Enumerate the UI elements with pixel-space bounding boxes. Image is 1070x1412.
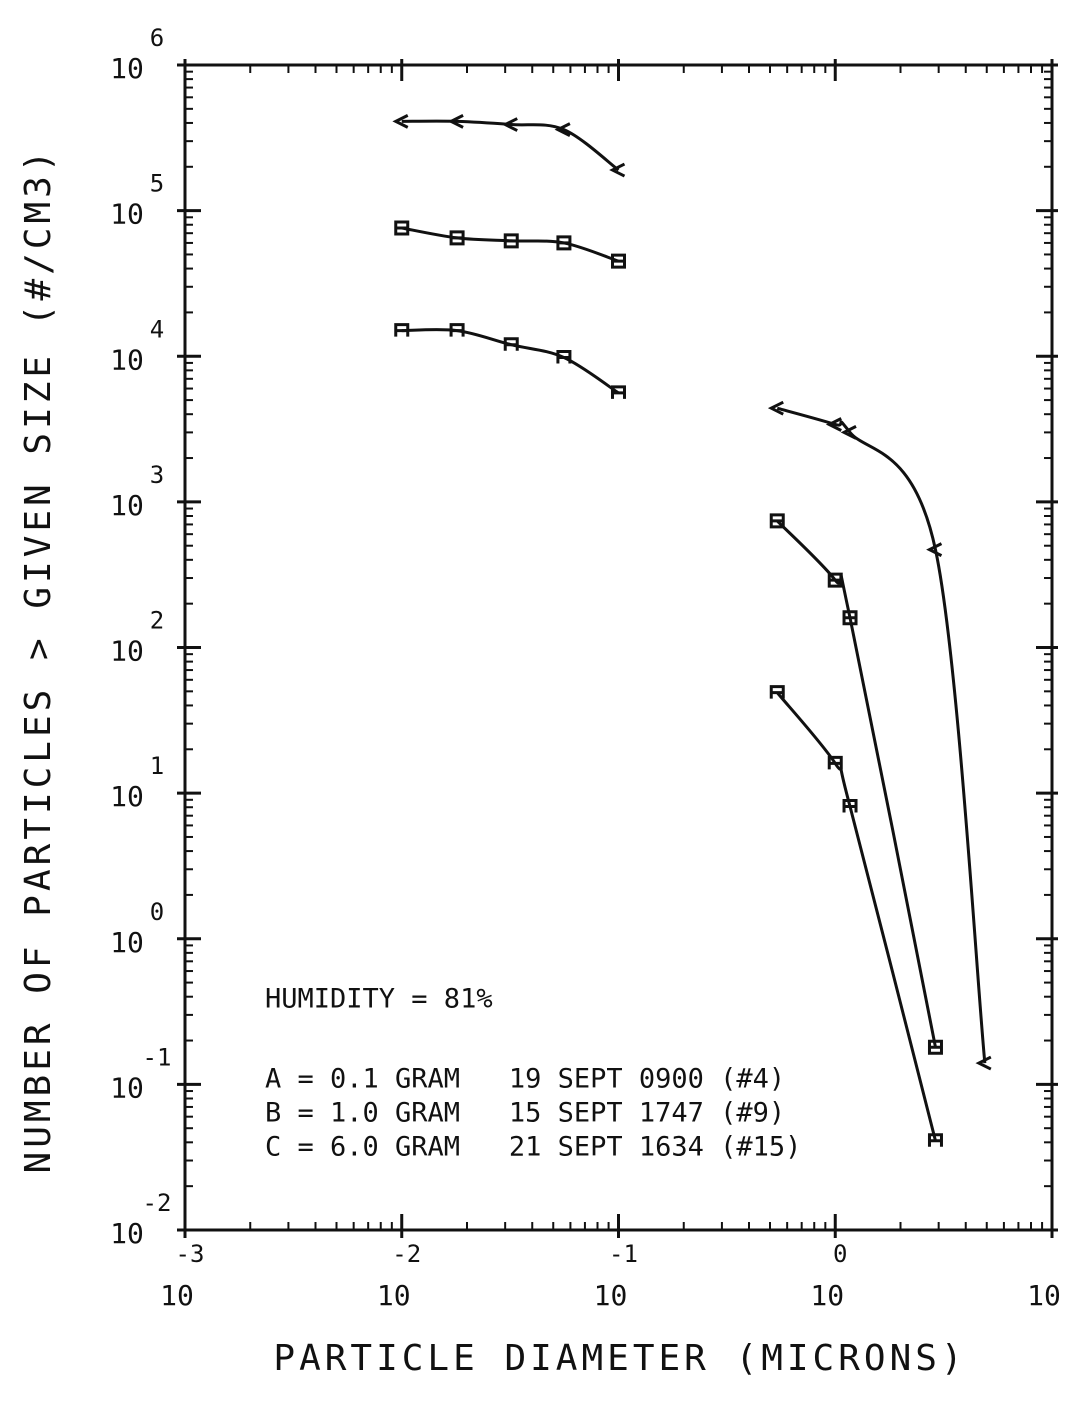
series-line (401, 119, 620, 172)
x-axis-label: PARTICLE DIAMETER (MICRONS) (273, 1338, 966, 1379)
y-tick-exponent: 2 (150, 607, 164, 635)
y-tick-exponent: 0 (150, 898, 164, 926)
marker (609, 162, 626, 178)
y-tick-exponent: -2 (143, 1189, 172, 1217)
marker (392, 114, 409, 129)
marker (827, 572, 843, 588)
x-tick-label: 10 (810, 1279, 844, 1312)
marker (449, 230, 465, 246)
marker (840, 425, 857, 440)
x-tick-label: 10 (1027, 1279, 1061, 1312)
y-tick-exponent: 4 (150, 315, 164, 343)
series-line (776, 519, 937, 1048)
marker (927, 1133, 943, 1147)
y-tick-label: 10 (110, 635, 144, 668)
legend-entry: B = 1.0 GRAM 15 SEPT 1747 (#9) (265, 1098, 785, 1129)
legend-entry: A = 0.1 GRAM 19 SEPT 0900 (#4) (265, 1064, 785, 1095)
y-tick-exponent: -1 (143, 1043, 172, 1071)
marker (503, 337, 519, 351)
series-line (401, 226, 619, 263)
y-tick-label: 10 (110, 343, 144, 376)
y-axis-label: NUMBER OF PARTICLES > GIVEN SIZE (#/CM3) (18, 147, 59, 1174)
x-tick-exponent: 0 (833, 1240, 847, 1268)
y-tick-label: 10 (110, 780, 144, 813)
x-tick-label: 10 (594, 1279, 628, 1312)
y-tick-label: 10 (110, 198, 144, 231)
x-tick-label: 10 (160, 1279, 194, 1312)
annotation: HUMIDITY = 81% (265, 984, 493, 1015)
marker (769, 513, 785, 529)
marker (503, 233, 519, 249)
series-line (776, 406, 987, 1064)
x-tick-exponent: -2 (392, 1240, 421, 1268)
marker (556, 350, 572, 364)
marker (927, 1039, 943, 1055)
plot-frame (183, 63, 1054, 1232)
marker (975, 1055, 992, 1071)
series-line (776, 691, 937, 1142)
marker (447, 114, 464, 129)
marker (842, 798, 858, 813)
marker (825, 417, 842, 432)
marker (394, 220, 410, 236)
marker (394, 323, 410, 337)
x-tick-label: 10 (377, 1279, 411, 1312)
legend-entry: C = 6.0 GRAM 21 SEPT 1634 (#15) (265, 1132, 801, 1163)
y-tick-label: 10 (110, 52, 144, 85)
y-tick-label: 10 (110, 1071, 144, 1104)
marker (842, 610, 858, 626)
y-tick-label: 10 (110, 489, 144, 522)
marker (926, 542, 943, 557)
y-tick-exponent: 5 (150, 170, 164, 198)
marker (554, 122, 571, 137)
marker (449, 323, 465, 337)
marker (501, 117, 518, 132)
marker (767, 400, 784, 416)
marker (611, 385, 626, 399)
marker (769, 685, 785, 699)
marker (827, 755, 843, 770)
x-tick-exponent: -3 (176, 1240, 205, 1268)
y-tick-label: 10 (110, 926, 144, 959)
x-tick-exponent: -1 (609, 1240, 638, 1268)
marker (611, 253, 626, 269)
y-tick-label: 10 (110, 1217, 144, 1250)
marker (556, 235, 572, 251)
y-tick-exponent: 1 (150, 752, 164, 780)
y-tick-exponent: 3 (150, 461, 164, 489)
y-tick-exponent: 6 (150, 24, 164, 52)
